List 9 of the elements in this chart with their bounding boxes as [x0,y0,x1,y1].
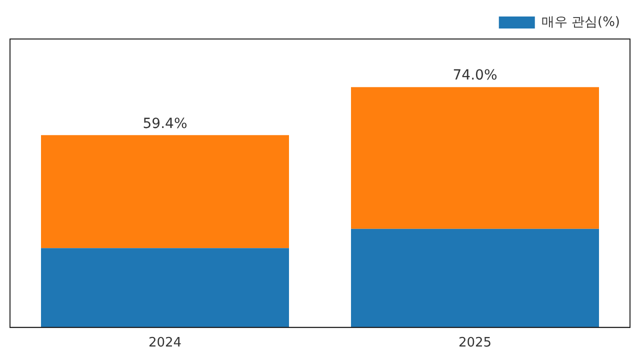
annotation: 74.0% [452,68,498,84]
bar [351,87,599,229]
annotation: 59.4% [142,116,188,132]
legend-label: 매우 관심(%) [541,14,620,30]
bar [41,135,289,248]
x-tick-label: 2024 [148,336,182,351]
bar [351,228,599,328]
bar [41,248,289,328]
x-tick-label: 2025 [458,336,492,351]
